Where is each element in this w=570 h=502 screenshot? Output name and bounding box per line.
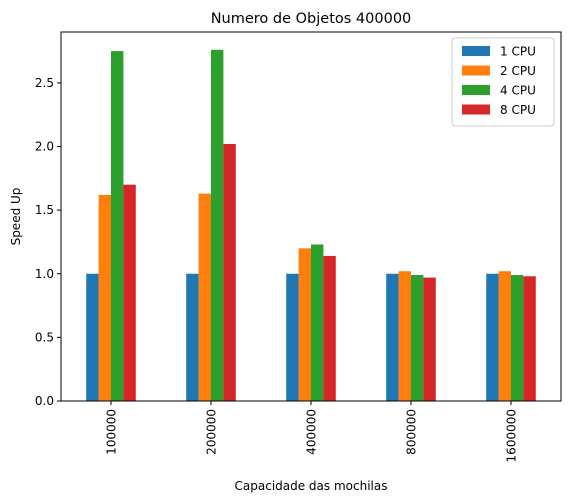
bars-group <box>86 49 536 402</box>
bar-1-cpu-1600000 <box>486 273 499 401</box>
bar-2-cpu-1600000 <box>498 271 511 401</box>
bar-4-cpu-100000 <box>111 51 124 402</box>
y-axis: 0.0 0.5 1.0 1.5 2.0 2.5 <box>35 76 61 408</box>
y-tick-label: 0.0 <box>35 394 54 408</box>
bar-2-cpu-200000 <box>198 193 211 401</box>
y-axis-label: Speed Up <box>9 188 23 246</box>
bar-8-cpu-400000 <box>323 255 336 401</box>
legend-swatch-2-cpu <box>462 65 490 76</box>
bar-1-cpu-800000 <box>386 273 399 401</box>
x-tick-label: 400000 <box>305 409 319 455</box>
bar-8-cpu-200000 <box>223 143 236 401</box>
legend-swatch-1-cpu <box>462 46 490 56</box>
x-tick-label: 200000 <box>205 409 219 455</box>
bar-4-cpu-800000 <box>411 275 424 401</box>
legend-label-1-cpu: 1 CPU <box>500 45 536 59</box>
legend-swatch-4-cpu <box>462 85 490 95</box>
bar-8-cpu-1600000 <box>523 276 536 401</box>
y-tick-label: 0.5 <box>35 330 54 344</box>
bar-1-cpu-100000 <box>86 273 99 401</box>
y-tick-label: 2.5 <box>35 76 54 90</box>
bar-4-cpu-1600000 <box>511 275 524 401</box>
bar-1-cpu-200000 <box>186 273 199 401</box>
y-tick-label: 1.5 <box>35 203 54 217</box>
x-tick-label: 800000 <box>405 409 419 455</box>
bar-1-cpu-400000 <box>286 273 299 401</box>
bar-8-cpu-100000 <box>123 184 136 401</box>
legend-label-4-cpu: 4 CPU <box>500 84 536 98</box>
bar-2-cpu-800000 <box>398 271 411 401</box>
chart-title: Numero de Objetos 400000 <box>211 11 412 27</box>
legend-label-8-cpu: 8 CPU <box>500 103 536 117</box>
y-tick-label: 1.0 <box>35 267 54 281</box>
bar-8-cpu-800000 <box>423 277 436 401</box>
bar-4-cpu-200000 <box>211 49 224 402</box>
bar-2-cpu-100000 <box>98 194 111 401</box>
y-tick-label: 2.0 <box>35 140 54 154</box>
legend-label-2-cpu: 2 CPU <box>500 64 536 78</box>
legend: 1 CPU 2 CPU 4 CPU 8 CPU <box>451 37 555 127</box>
x-axis: 100000 200000 400000 800000 1600000 <box>105 401 519 462</box>
bar-2-cpu-400000 <box>298 248 311 401</box>
x-tick-label: 1600000 <box>505 409 519 462</box>
legend-box <box>451 37 555 127</box>
bar-4-cpu-400000 <box>311 244 324 401</box>
x-tick-label: 100000 <box>105 409 119 455</box>
x-axis-label: Capacidade das mochilas <box>235 479 388 493</box>
legend-swatch-8-cpu <box>462 104 490 115</box>
